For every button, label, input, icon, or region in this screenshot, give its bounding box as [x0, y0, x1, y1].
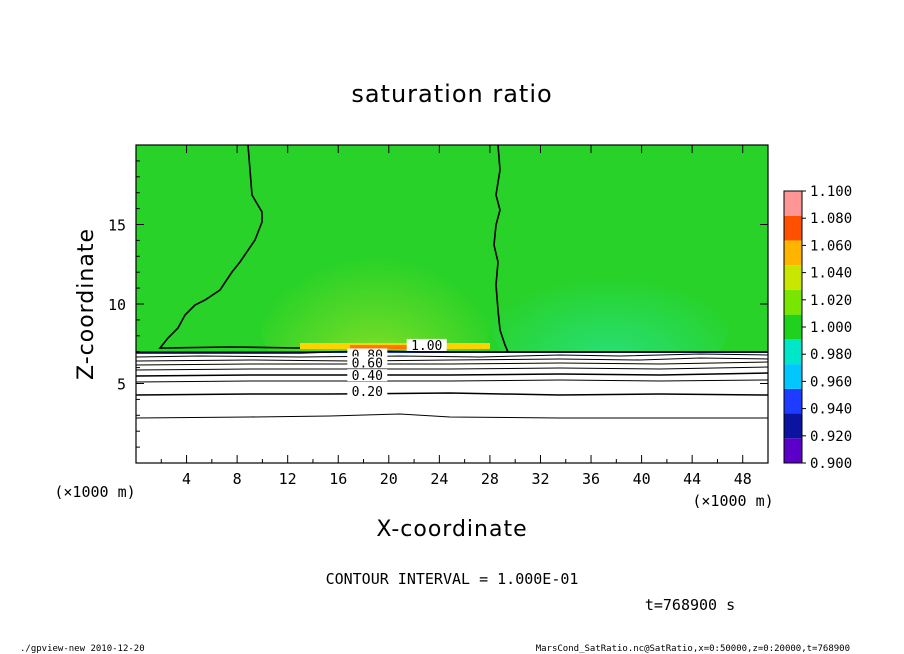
x-tick-label: 12	[279, 470, 297, 488]
contour-label: 1.00	[411, 339, 442, 354]
x-axis-label: X-coordinate	[376, 517, 527, 542]
colorbar-label: 0.980	[810, 347, 852, 363]
x-unit-label: (×1000 m)	[692, 492, 773, 510]
contour-label-bg	[347, 356, 388, 369]
colorbar-label: 0.960	[810, 374, 852, 390]
colorbar-swatch	[784, 314, 802, 340]
z-axis-label: Z-coordinate	[74, 228, 99, 380]
colorbar-label: 1.020	[810, 293, 852, 309]
z-axis: 5 10 15	[108, 160, 768, 448]
colorbar-swatch	[784, 339, 802, 365]
colorbar-label: 0.900	[810, 456, 852, 472]
contour-label-bg	[347, 369, 388, 382]
subsaturated-region	[136, 353, 768, 463]
colorbar-label: 1.060	[810, 238, 852, 254]
colorbar-swatch	[784, 191, 802, 216]
chart-title: saturation ratio	[351, 80, 552, 108]
footer-left: ./gpview-new 2010-12-20	[20, 644, 145, 654]
time-label: t=768900 s	[645, 596, 735, 614]
z-tick-label: 15	[108, 217, 126, 235]
colorbar-swatch	[784, 413, 802, 439]
colorbar-swatch	[784, 289, 802, 315]
colorbar: 0.900 0.920 0.940 0.960 0.980 1.000 1.020 1.040…	[783, 184, 852, 472]
colorbar-swatch	[784, 438, 802, 463]
colorbar-label: 1.100	[810, 184, 852, 200]
x-tick-label: 40	[633, 470, 651, 488]
contour-label: 0.40	[352, 369, 383, 384]
colorbar-swatch	[784, 215, 802, 241]
condensation-core	[350, 345, 440, 349]
contour-labels: 1.000.800.600.400.20	[347, 338, 447, 400]
z-tick-label: 5	[117, 376, 126, 394]
contour-label: 0.60	[352, 356, 383, 371]
colorbar-swatch	[784, 388, 802, 414]
x-tick-label: 20	[380, 470, 398, 488]
x-tick-label: 44	[683, 470, 701, 488]
contour-label-bg	[406, 338, 447, 351]
colorbar-swatch	[784, 240, 802, 266]
plot-field	[136, 145, 768, 463]
z-unit-label: (×1000 m)	[54, 483, 135, 501]
contour-1-00-right	[493, 145, 509, 353]
contour-interval-text: CONTOUR INTERVAL = 1.000E-01	[326, 570, 579, 588]
contour-label: 0.20	[352, 385, 383, 400]
contour-label-bg	[347, 385, 388, 398]
colorbar-label: 0.920	[810, 429, 852, 445]
colorbar-label: 0.940	[810, 402, 852, 418]
x-tick-label: 8	[233, 470, 242, 488]
x-tick-label: 16	[329, 470, 347, 488]
x-tick-label: 48	[734, 470, 752, 488]
contour-1-00-left	[158, 145, 301, 349]
colorbar-swatch	[784, 364, 802, 389]
colorbar-label: 1.000	[810, 320, 852, 336]
contour-lines	[136, 350, 768, 419]
footer-right: MarsCond_SatRatio.nc@SatRatio,x=0:50000,…	[536, 644, 850, 654]
colorbar-swatch	[784, 265, 802, 290]
colorbar-label: 1.040	[810, 266, 852, 282]
x-tick-label: 28	[481, 470, 499, 488]
x-tick-label: 32	[531, 470, 549, 488]
colorbar-label: 1.080	[810, 211, 852, 227]
x-tick-label: 24	[430, 470, 448, 488]
x-tick-label: 36	[582, 470, 600, 488]
z-tick-label: 10	[108, 296, 126, 314]
x-tick-label: 4	[182, 470, 191, 488]
x-axis: 4 8 12 16 20 24 28 32 36 40 44 48	[160, 145, 752, 488]
